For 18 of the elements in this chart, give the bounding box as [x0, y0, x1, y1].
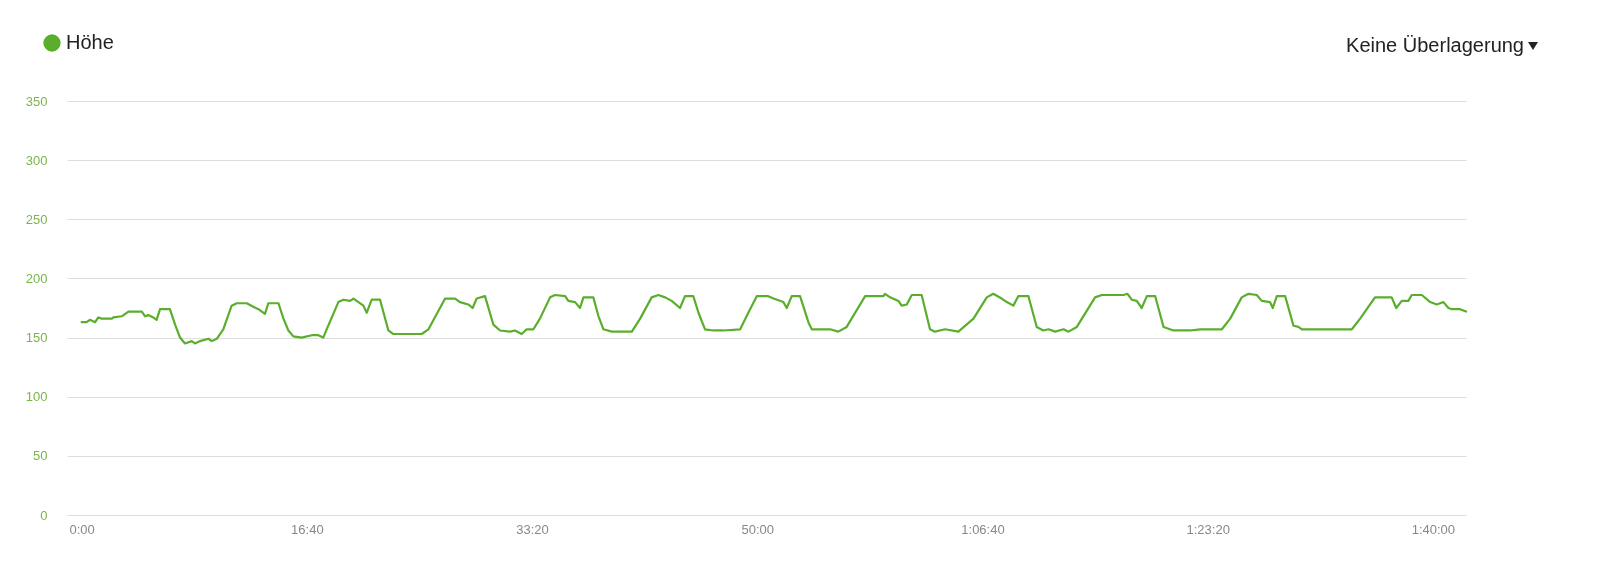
y-tick-label: 250 [25, 211, 48, 227]
x-tick-label: 50:00 [741, 521, 775, 537]
x-tick-label: 1:06:40 [961, 521, 1005, 537]
y-tick-label: 350 [25, 93, 48, 109]
y-tick-label: 150 [25, 330, 48, 346]
x-tick-label: 1:23:20 [1186, 521, 1230, 537]
y-tick-label: 100 [25, 389, 48, 405]
y-tick-label: 0 [40, 507, 48, 523]
y-tick-label: 50 [33, 448, 48, 464]
y-tick-label: 300 [25, 152, 48, 168]
x-tick-label: 16:40 [291, 521, 324, 537]
x-tick-label: 33:20 [516, 521, 549, 537]
x-tick-label: 0:00 [69, 521, 95, 537]
line-series [80, 292, 1468, 345]
text: Keine Überlagerung [1346, 34, 1524, 57]
y-tick-label: 200 [25, 270, 48, 286]
legend-label: Höhe [66, 31, 114, 53]
x-tick-label: 1:40:00 [1411, 521, 1456, 537]
